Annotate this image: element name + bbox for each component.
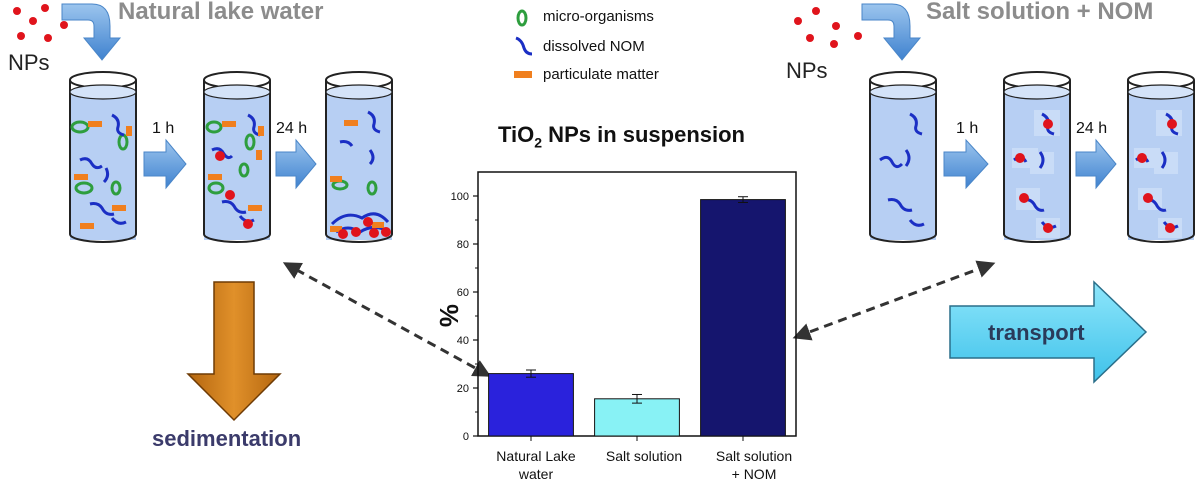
- cyl-right-3-contents: [1134, 110, 1182, 238]
- cyl-left-1-contents: [70, 113, 132, 229]
- left-time-24h: 24 h: [276, 120, 308, 137]
- category-label-1: Natural Lake water: [496, 448, 576, 482]
- cyl-left-3-contents: [330, 110, 391, 239]
- cyl-right-2-contents: [1012, 110, 1060, 238]
- chart-title: TiO2 NPs in suspension: [498, 122, 745, 150]
- bar: [488, 373, 574, 437]
- chart-title-sub: 2: [534, 134, 543, 151]
- y-tick-label: 60: [457, 287, 469, 299]
- transport-arrow: [949, 280, 1148, 384]
- right-time-1h: 1 h: [956, 120, 979, 137]
- bar: [700, 199, 786, 437]
- bar: [594, 398, 680, 437]
- dashed-link-left: [282, 262, 492, 377]
- left-title: Natural lake water: [118, 0, 324, 25]
- category-label-2: Salt solution: [605, 448, 683, 464]
- left-add-arrow: [61, 3, 122, 61]
- y-tick-label: 40: [457, 335, 469, 347]
- dashed-link-right: [792, 260, 996, 341]
- nom-icon: [515, 36, 533, 56]
- chart-title-main: TiO: [498, 122, 535, 147]
- right-nps-label: NPs: [786, 58, 828, 83]
- step-arrows: [143, 138, 1117, 190]
- legend-micro-organisms: micro-organisms: [543, 8, 654, 25]
- chart-title-rest: NPs in suspension: [542, 122, 745, 147]
- sedimentation-arrow: [186, 281, 282, 422]
- left-nps-label: NPs: [8, 50, 50, 75]
- left-np-dots: [13, 4, 68, 42]
- particulate-icon: [514, 71, 532, 78]
- cyl-right-1-contents: [879, 112, 925, 227]
- y-tick-label: 0: [463, 431, 469, 443]
- right-time-24h: 24 h: [1076, 120, 1108, 137]
- legend-particulate: particulate matter: [543, 66, 659, 83]
- right-add-arrow: [861, 3, 922, 61]
- right-np-dots: [794, 7, 862, 48]
- y-tick-label: 100: [451, 191, 469, 203]
- y-tick-label: 20: [457, 383, 469, 395]
- transport-label: transport: [988, 320, 1085, 345]
- sedimentation-label: sedimentation: [152, 426, 302, 451]
- left-time-1h: 1 h: [152, 120, 175, 137]
- micro-organism-icon: [516, 9, 528, 27]
- legend-dissolved-nom: dissolved NOM: [543, 38, 645, 55]
- y-tick-label: 80: [457, 239, 469, 251]
- category-label-3: Salt solution + NOM: [715, 448, 793, 482]
- right-title: Salt solution + NOM: [926, 0, 1154, 25]
- cyl-left-2-contents: [205, 113, 264, 229]
